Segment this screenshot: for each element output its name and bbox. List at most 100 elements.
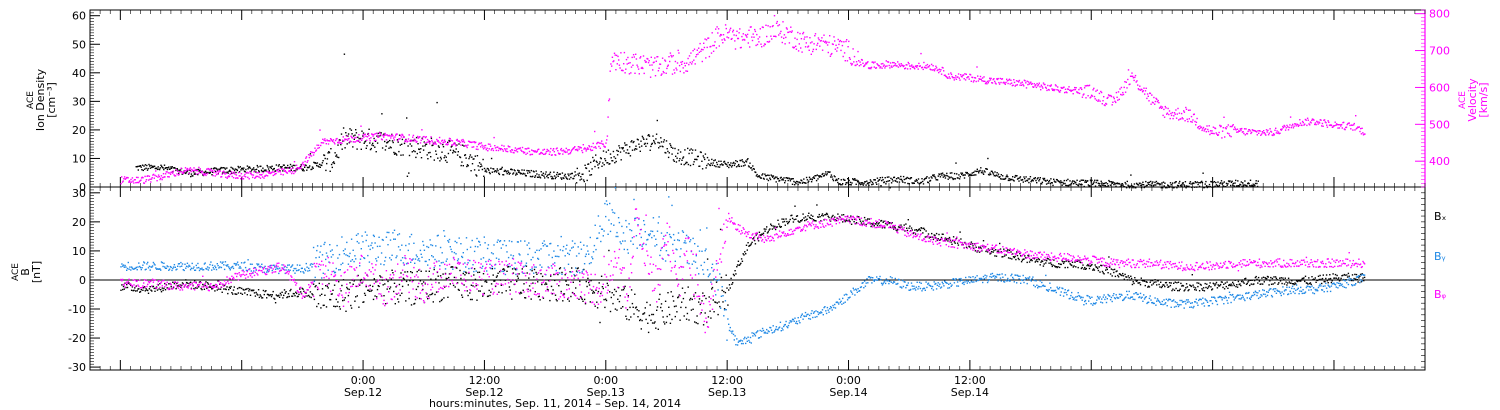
velocity-series-point xyxy=(218,171,220,173)
velocity-series-point xyxy=(185,170,187,172)
b-series-Bx-point xyxy=(791,217,794,220)
velocity-series-point xyxy=(1066,91,1068,94)
density-series-point xyxy=(719,164,721,166)
velocity-series-point xyxy=(1349,124,1351,127)
density-series-point xyxy=(953,172,956,175)
velocity-series-point xyxy=(1096,89,1098,91)
velocity-series-point xyxy=(727,37,730,39)
velocity-series-point xyxy=(649,76,652,78)
b-series-Bx-point xyxy=(703,295,706,297)
velocity-series-point xyxy=(345,138,347,141)
velocity-series-point xyxy=(1158,102,1160,104)
density-series-point xyxy=(1129,185,1131,187)
density-series-point xyxy=(1183,184,1185,186)
b-series-Bx-point xyxy=(496,275,498,277)
velocity-series-point xyxy=(405,139,407,141)
velocity-series-point xyxy=(366,139,368,141)
velocity-series-point xyxy=(744,39,746,41)
velocity-series-point xyxy=(1056,89,1058,91)
density-series-point xyxy=(890,177,892,180)
density-series-point xyxy=(760,177,762,179)
velocity-series-point xyxy=(1170,114,1173,117)
density-series-point xyxy=(1241,185,1243,188)
velocity-series-point xyxy=(630,72,632,74)
b-series-Bx-point xyxy=(465,272,468,274)
b-series-Bx-point xyxy=(681,287,684,289)
b-series-Bx-point xyxy=(723,290,725,293)
density-series-point xyxy=(258,170,260,172)
velocity-series-point xyxy=(1165,107,1167,109)
b-series-Bx-point xyxy=(792,221,795,223)
density-series-point xyxy=(663,139,665,141)
velocity-series-point xyxy=(451,140,454,142)
velocity-series-point xyxy=(1089,97,1091,99)
velocity-series-point xyxy=(1230,135,1232,138)
b-series-Bx-point xyxy=(428,270,430,272)
velocity-series-point xyxy=(945,76,948,78)
velocity-series-point xyxy=(904,67,907,69)
b-series-Bx-point xyxy=(752,238,754,240)
velocity-series-point xyxy=(826,44,829,46)
velocity-series-point xyxy=(497,149,500,152)
density-series-point xyxy=(771,175,773,177)
velocity-series-point xyxy=(1243,128,1246,130)
density-series-point xyxy=(363,142,365,144)
density-series-point xyxy=(294,170,297,172)
velocity-series-point xyxy=(1155,97,1157,100)
velocity-series-point xyxy=(354,137,356,139)
density-series-point xyxy=(963,177,966,179)
velocity-series-point xyxy=(845,40,847,43)
b-series-Bx-point xyxy=(556,300,558,302)
density-series-point xyxy=(411,151,413,153)
velocity-series-point xyxy=(481,144,483,146)
velocity-series-point xyxy=(657,70,660,72)
velocity-series-point xyxy=(926,63,929,66)
density-series-point xyxy=(1191,186,1193,189)
b-series-Bx-point xyxy=(816,204,818,206)
b-series-Bx-point xyxy=(507,266,509,268)
density-series-point xyxy=(602,150,605,152)
density-series-point xyxy=(1205,180,1207,183)
velocity-series-point xyxy=(121,181,124,183)
velocity-series-point xyxy=(167,176,169,178)
density-series-point xyxy=(176,168,178,170)
b-series-Bx-point xyxy=(664,300,667,302)
density-series-point xyxy=(344,147,346,149)
velocity-series-point xyxy=(1044,83,1046,86)
b-series-Bx-point xyxy=(335,298,337,301)
b-series-Bx-point xyxy=(438,282,440,284)
density-series-point xyxy=(415,156,417,159)
density-series-point xyxy=(895,178,898,180)
velocity-series-point xyxy=(673,69,675,71)
b-series-Bx-point xyxy=(505,290,507,292)
b-series-Bx-point xyxy=(172,286,175,289)
density-series-point xyxy=(599,161,601,163)
density-series-point xyxy=(332,162,334,164)
velocity-series-point xyxy=(1265,134,1267,136)
velocity-series-point xyxy=(664,60,667,62)
density-series-point xyxy=(646,142,649,145)
density-series-point xyxy=(1150,184,1153,187)
density-series-point xyxy=(958,174,960,176)
velocity-series-point xyxy=(981,77,984,79)
density-series-point xyxy=(1037,177,1039,179)
b-series-Bx-point xyxy=(372,285,374,288)
b-series-Bx-point xyxy=(606,282,608,285)
velocity-series-point xyxy=(797,50,800,52)
density-series-point xyxy=(1031,179,1034,181)
velocity-series-point xyxy=(332,140,334,143)
density-series-point xyxy=(1113,182,1116,184)
velocity-series-point xyxy=(1158,107,1161,109)
density-series-point xyxy=(1002,175,1004,177)
velocity-series-point xyxy=(906,68,909,70)
density-series-point xyxy=(669,143,671,145)
velocity-series-point xyxy=(620,52,622,54)
density-series-point xyxy=(550,175,552,178)
b-series-Bx-point xyxy=(248,290,250,292)
density-series-point xyxy=(1081,183,1083,186)
density-series-point xyxy=(966,171,968,174)
density-series-point xyxy=(178,172,180,174)
velocity-series-point xyxy=(1340,125,1342,127)
density-series-point xyxy=(546,174,549,176)
density-series-point xyxy=(491,171,493,173)
